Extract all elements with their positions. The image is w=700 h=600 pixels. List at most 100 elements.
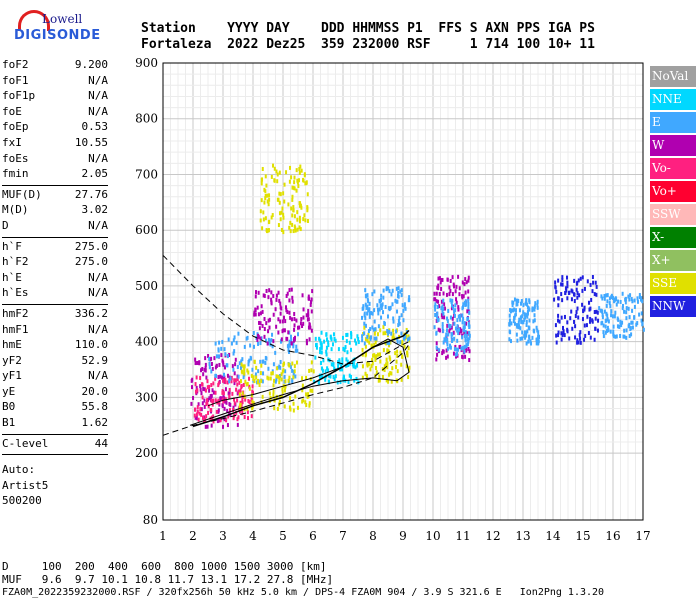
echo-point [382,331,385,336]
echo-point [375,370,378,375]
echo-point [368,335,371,340]
echo-point [261,177,264,182]
legend-item: X- [650,227,696,248]
echo-point [526,305,529,310]
echo-point [380,305,383,310]
echo-point [459,344,462,349]
echo-point [390,371,393,376]
divider [2,236,108,238]
echo-point [451,316,454,321]
echo-point [455,347,458,352]
echo-point [247,362,250,367]
echo-point [371,357,374,362]
echo-point [606,317,609,322]
echo-point [348,373,351,378]
echo-point [617,317,620,322]
echo-point [299,164,302,169]
echo-point [623,328,626,333]
echo-point [576,306,579,311]
echo-point [208,361,211,366]
echo-point [292,372,295,377]
echo-point [272,339,275,344]
echo-point [217,354,220,359]
param-row: foEs N/A [2,152,108,168]
echo-point [636,296,639,301]
echo-point [533,318,536,323]
echo-point [220,353,223,358]
echo-point [389,371,392,376]
profile-trace [189,338,410,426]
echo-point [617,299,620,304]
param-name: yF2 [2,353,22,367]
echo-point [288,288,291,293]
echo-point [628,322,631,327]
echo-point [315,345,318,350]
echo-point [293,175,296,180]
echo-point [283,388,286,393]
echo-point [309,300,312,305]
echo-point [567,290,570,295]
param-row: h`F 275.0 [2,240,108,256]
echo-point [266,375,269,380]
echo-point [250,373,253,378]
echo-point [564,290,567,295]
echo-point [579,330,582,335]
echo-point [376,332,379,337]
echo-point [275,324,278,329]
echo-point [218,418,221,423]
echo-point [325,345,328,350]
echo-point [457,305,460,310]
echo-point [385,287,388,292]
echo-point [456,338,459,343]
plot-frame [162,62,644,521]
echo-point [287,330,290,335]
param-row: fmin 2.05 [2,167,108,183]
echo-point [275,297,278,302]
echo-point [364,302,367,307]
echo-point [234,362,237,367]
echo-point [435,331,438,336]
echo-point [264,338,267,343]
echo-point [200,407,203,412]
echo-point [468,358,471,363]
echo-point [394,365,397,370]
echo-point [625,310,628,315]
echo-point [458,327,461,332]
echo-point [442,298,445,303]
echo-point [601,296,604,301]
echo-point [369,367,372,372]
echo-point [621,303,624,308]
echo-point [565,288,568,293]
echo-point [232,405,235,410]
echo-point [194,357,197,362]
echo-point [445,348,448,353]
echo-point [301,376,304,381]
param-name: h`Es [2,286,29,300]
echo-point [327,340,330,345]
echo-point [302,321,305,326]
echo-point [454,352,457,357]
echo-point [605,318,608,323]
param-name: foF1 [2,73,29,87]
echo-point [628,333,631,338]
echo-point [270,301,273,306]
echo-point [294,348,297,353]
echo-point [438,276,441,281]
echo-point [199,407,202,412]
echo-point [270,338,273,343]
echo-point [449,315,452,320]
echo-point [318,336,321,341]
echo-point [401,303,404,308]
legend-item: Vo- [650,158,696,179]
echo-point [615,334,618,339]
echo-point [270,174,273,179]
echo-point [460,329,463,334]
echo-point [395,299,398,304]
y-tick-label: 300 [135,390,158,404]
echo-point [455,300,458,305]
echo-point [302,315,305,320]
echo-point [609,329,612,334]
echo-point [262,371,265,376]
echo-point [293,316,296,321]
logo-arc-icon [18,10,50,31]
